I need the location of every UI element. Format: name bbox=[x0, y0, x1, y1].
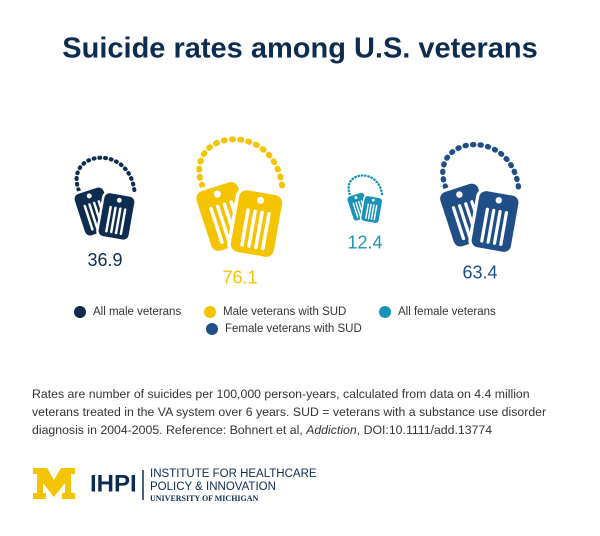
tag-slot bbox=[451, 206, 466, 241]
dog-tags bbox=[436, 141, 522, 256]
tag bbox=[359, 194, 384, 225]
legend-label: Female veterans with SUD bbox=[225, 323, 362, 335]
tag-hole bbox=[257, 196, 265, 204]
tag-slot bbox=[254, 210, 264, 250]
tag-slot bbox=[209, 206, 224, 244]
value-label: 12.4 bbox=[347, 233, 382, 253]
tag-hole bbox=[495, 197, 503, 204]
tag-body bbox=[468, 187, 522, 256]
dog-tags bbox=[72, 155, 137, 243]
tag-slot bbox=[480, 207, 490, 243]
tag-slot bbox=[119, 208, 127, 236]
chain bbox=[74, 155, 137, 194]
logo-line: INSTITUTE FOR HEALTHCARE bbox=[150, 468, 317, 480]
tag-slot bbox=[109, 206, 117, 234]
tag-slot bbox=[355, 201, 362, 217]
tag bbox=[227, 186, 286, 261]
tag-body bbox=[359, 194, 384, 225]
legend-swatch bbox=[379, 306, 391, 318]
tag-hole bbox=[456, 191, 463, 198]
tag-slot bbox=[261, 212, 271, 251]
tag-hole bbox=[354, 196, 358, 200]
m-logo bbox=[33, 468, 75, 499]
tag-slot bbox=[105, 205, 112, 233]
value-label: 76.1 bbox=[222, 268, 257, 288]
footnote-text: Rates are number of suicides per 100,000… bbox=[32, 387, 547, 437]
legend-label: All female veterans bbox=[398, 306, 496, 318]
tag-body bbox=[227, 186, 286, 261]
tag-hole bbox=[116, 197, 122, 203]
tag-slot bbox=[492, 209, 502, 245]
tag-hole bbox=[86, 193, 92, 199]
tag-slot bbox=[458, 204, 472, 239]
tag bbox=[468, 187, 522, 256]
chain bbox=[347, 174, 384, 197]
tag-slot bbox=[373, 204, 378, 221]
tag-slot bbox=[486, 208, 496, 244]
value-label: 63.4 bbox=[462, 262, 497, 282]
logo-line: POLICY & INNOVATION bbox=[150, 481, 276, 493]
footnote-text: , DOI:10.1111/add.13774 bbox=[356, 423, 493, 437]
tag-slot bbox=[367, 203, 372, 220]
tag-slot bbox=[365, 203, 369, 219]
legend-label: Male veterans with SUD bbox=[223, 306, 346, 318]
tag-hole bbox=[213, 190, 221, 198]
logo: IHPI INSTITUTE FOR HEALTHCARE POLICY & I… bbox=[33, 468, 317, 503]
footnote: Rates are number of suicides per 100,000… bbox=[32, 385, 577, 439]
dog-tags bbox=[192, 136, 286, 261]
legend-swatch bbox=[204, 306, 216, 318]
legend-swatch bbox=[206, 323, 218, 335]
tag-slot bbox=[499, 210, 509, 246]
tag-hole bbox=[371, 198, 375, 202]
tag-slot bbox=[370, 204, 375, 220]
value-label: 36.9 bbox=[87, 250, 122, 270]
tag-slot bbox=[88, 203, 99, 230]
logo-line: UNIVERSITY OF MICHIGAN bbox=[150, 494, 259, 503]
dog-tags bbox=[345, 174, 384, 225]
tag-slot bbox=[240, 208, 250, 247]
tag-slot bbox=[215, 204, 231, 242]
journal: Addiction bbox=[306, 423, 357, 437]
logo-acronym: IHPI bbox=[90, 470, 137, 497]
tag-slot bbox=[114, 207, 122, 235]
chart-title: Suicide rates among U.S. veterans bbox=[62, 33, 537, 65]
chain bbox=[196, 136, 286, 192]
legend-swatch bbox=[74, 306, 86, 318]
tag-body bbox=[96, 190, 137, 243]
legend-label: All male veterans bbox=[93, 306, 181, 318]
tag-slot bbox=[83, 204, 94, 231]
chain bbox=[440, 141, 522, 192]
tag-slot bbox=[247, 209, 257, 248]
tag-slot bbox=[352, 202, 359, 218]
tag bbox=[96, 190, 137, 243]
